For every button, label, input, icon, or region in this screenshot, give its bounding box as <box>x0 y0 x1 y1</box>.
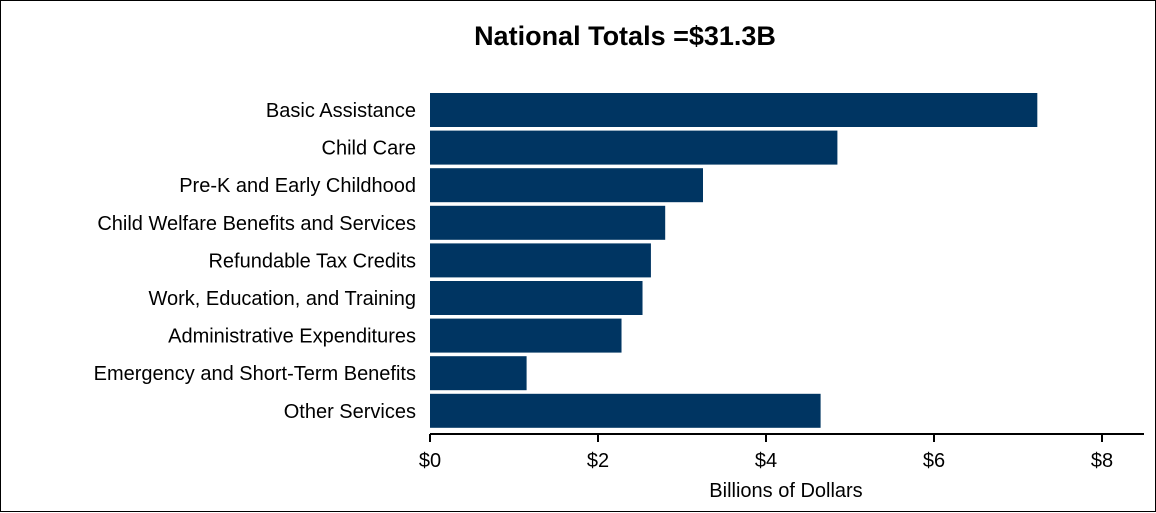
category-label-emergency-and-short-term-benefits: Emergency and Short-Term Benefits <box>94 363 416 385</box>
x-tick-label: $2 <box>587 450 609 472</box>
category-label-refundable-tax-credits: Refundable Tax Credits <box>208 250 416 272</box>
x-tick-label: $6 <box>923 450 945 472</box>
bar-child-welfare-benefits-and-services <box>430 205 666 240</box>
category-label-work-education-and-training: Work, Education, and Training <box>148 288 416 310</box>
category-label-other-services: Other Services <box>284 401 416 423</box>
x-tick-label: $0 <box>419 450 441 472</box>
category-label-pre-k-and-early-childhood: Pre-K and Early Childhood <box>179 175 416 197</box>
bar-pre-k-and-early-childhood <box>430 168 703 203</box>
bar-other-services <box>430 393 821 428</box>
category-labels: Basic Assistance Child Care Pre-K and Earl… <box>94 100 416 423</box>
category-label-administrative-expenditures: Administrative Expenditures <box>168 326 416 348</box>
x-tick-label: $4 <box>755 450 777 472</box>
bar-work-education-and-training <box>430 281 643 315</box>
bar-refundable-tax-credits <box>430 243 651 278</box>
category-label-basic-assistance: Basic Assistance <box>266 100 416 122</box>
bar-child-care <box>430 130 838 165</box>
category-label-child-care: Child Care <box>322 138 416 160</box>
chart-title: National Totals =$31.3B <box>474 21 776 51</box>
x-axis-ticks: $0 $2 $4 $6 $8 <box>419 434 1113 472</box>
bar-basic-assistance <box>430 93 1038 127</box>
x-axis-label: Billions of Dollars <box>709 480 862 502</box>
x-tick-label: $8 <box>1091 450 1113 472</box>
bar-emergency-and-short-term-benefits <box>430 356 527 391</box>
bar-administrative-expenditures <box>430 318 622 353</box>
category-label-child-welfare-benefits-and-services: Child Welfare Benefits and Services <box>97 213 416 235</box>
bars-group <box>430 93 1038 428</box>
